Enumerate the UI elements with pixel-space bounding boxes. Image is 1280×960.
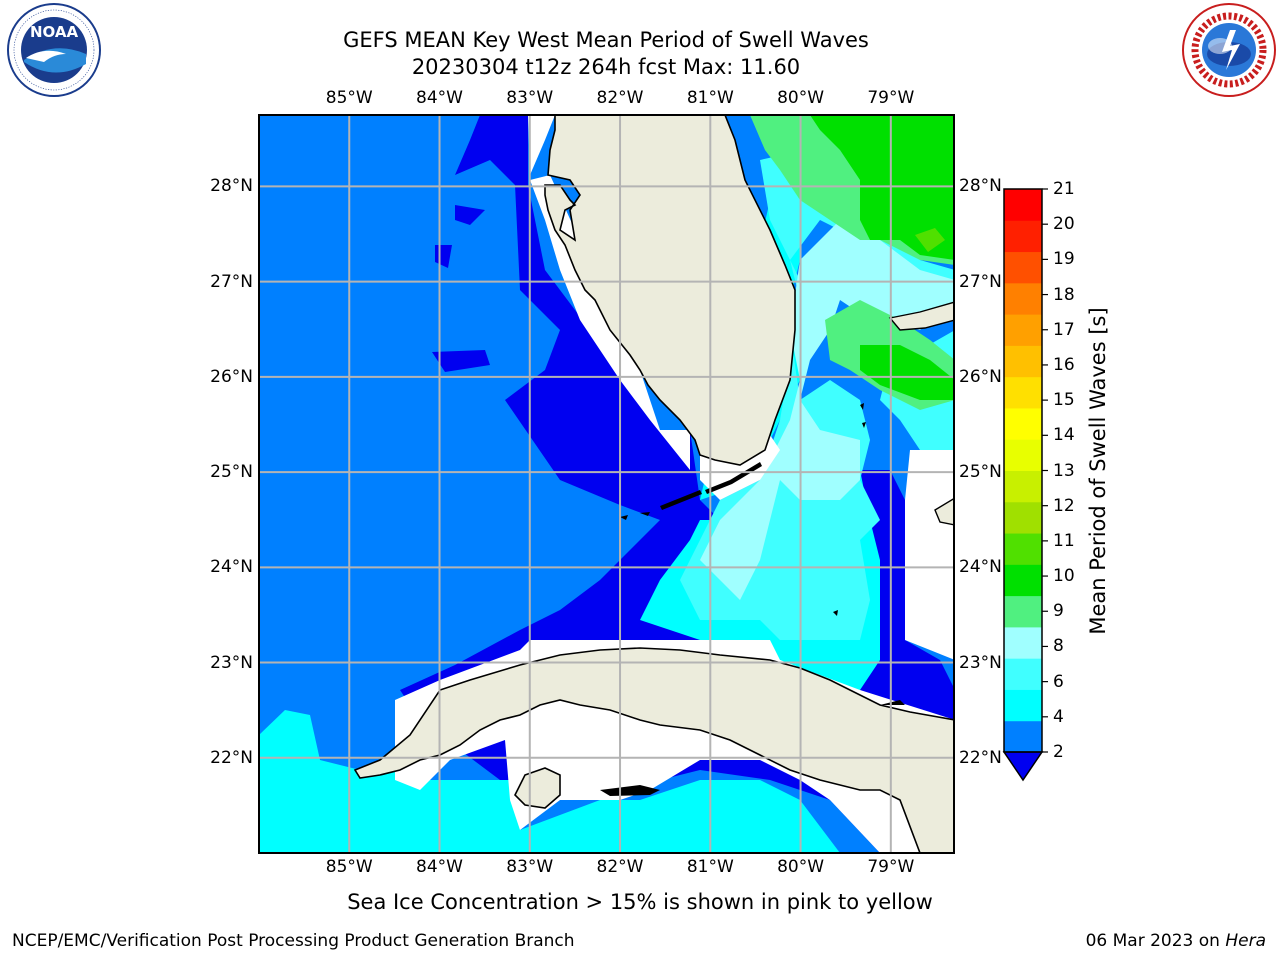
lon-tick-label: 85°W: [325, 857, 373, 877]
lat-tick-label: 24°N: [959, 557, 1002, 578]
chart-subtitle: 20230304 t12z 264h fcst Max: 11.60: [411, 55, 801, 79]
lat-tick-label: 22°N: [959, 747, 1002, 768]
lon-tick-label: 83°W: [506, 857, 554, 877]
colorbar-tick-label: 9: [1053, 601, 1064, 622]
svg-text:NOAA: NOAA: [30, 23, 79, 41]
footer-branch: NCEP/EMC/Verification Post Processing Pr…: [12, 931, 575, 951]
colorbar-segment: [1004, 533, 1042, 565]
colorbar-segment: [1004, 345, 1042, 378]
colorbar-tick-label: 2: [1053, 742, 1064, 762]
colorbar-segment: [1004, 501, 1042, 534]
colorbar: [1002, 188, 1048, 782]
colorbar-segment: [1004, 658, 1042, 690]
lon-tick-label: 80°W: [777, 88, 825, 108]
isla-juventud: [514, 767, 561, 809]
colorbar-tick-label: 17: [1053, 319, 1075, 340]
colorbar-segment: [1004, 220, 1042, 253]
lat-tick-label: 25°N: [210, 462, 253, 483]
sea-ice-note: Sea Ice Concentration > 15% is shown in …: [347, 890, 933, 914]
lon-tick-label: 84°W: [416, 88, 463, 108]
colorbar-tick-label: 4: [1053, 706, 1064, 727]
lat-tick-label: 23°N: [959, 652, 1002, 673]
nws-logo: [1182, 3, 1276, 97]
lat-tick-label: 24°N: [210, 557, 253, 578]
lat-tick-label: 25°N: [959, 462, 1002, 483]
colorbar-segment: [1004, 189, 1042, 221]
colorbar-tick-label: 15: [1053, 390, 1075, 411]
colorbar-segment: [1004, 595, 1042, 628]
lat-tick-label: 26°N: [959, 366, 1002, 387]
lon-tick-label: 81°W: [686, 88, 734, 108]
colorbar-segment: [1004, 626, 1042, 659]
lat-tick-label: 26°N: [210, 366, 253, 387]
lon-tick-label: 81°W: [686, 857, 734, 877]
colorbar-tick-label: 10: [1053, 566, 1075, 587]
colorbar-segment: [1004, 564, 1042, 597]
lon-tick-label: 84°W: [416, 857, 463, 877]
lat-tick-label: 28°N: [210, 176, 253, 197]
colorbar-tick-label: 8: [1053, 636, 1064, 657]
map-field: [259, 115, 954, 853]
map-frame: [258, 114, 955, 854]
colorbar-label: Mean Period of Swell Waves [s]: [1086, 307, 1110, 635]
colorbar-segment: [1004, 439, 1042, 471]
lon-tick-label: 83°W: [506, 88, 554, 108]
colorbar-tick-label: 6: [1053, 671, 1064, 692]
colorbar-tick-label: 19: [1053, 249, 1075, 270]
colorbar-tick-label: 21: [1053, 179, 1075, 199]
map-gridlines: [259, 115, 954, 853]
colorbar-segment: [1004, 251, 1042, 284]
lon-tick-label: 82°W: [596, 857, 644, 877]
lon-tick-label: 80°W: [777, 857, 825, 877]
colorbar-segment: [1004, 282, 1042, 315]
noaa-logo: NOAA: [7, 3, 101, 97]
lat-tick-label: 22°N: [210, 747, 253, 768]
lat-tick-label: 27°N: [959, 271, 1002, 292]
bahamas-land: [888, 301, 954, 331]
footer-date: 06 Mar 2023 on Hera: [1086, 931, 1266, 951]
colorbar-segment: [1004, 720, 1042, 753]
colorbar-tick-label: 18: [1053, 284, 1075, 305]
colorbar-tick-label: 20: [1053, 214, 1075, 235]
colorbar-tick-label: 14: [1053, 425, 1075, 446]
colorbar-segment: [1004, 407, 1042, 440]
colorbar-segment: [1004, 470, 1042, 503]
chart-title: GEFS MEAN Key West Mean Period of Swell …: [343, 28, 869, 52]
lat-tick-label: 23°N: [210, 652, 253, 673]
lon-tick-label: 79°W: [867, 857, 915, 877]
lat-tick-label: 28°N: [959, 176, 1002, 197]
colorbar-segment: [1004, 314, 1042, 346]
colorbar-tick-label: 11: [1053, 530, 1075, 551]
lon-tick-label: 82°W: [596, 88, 644, 108]
colorbar-tick-label: 16: [1053, 354, 1075, 375]
swell-10-11-region: [810, 115, 954, 260]
cuba-land: [353, 647, 954, 853]
footer-date-text: 06 Mar 2023 on: [1085, 931, 1226, 951]
lat-tick-label: 27°N: [210, 271, 253, 292]
colorbar-segment: [1004, 689, 1042, 722]
colorbar-tick-label: 12: [1053, 495, 1075, 516]
colorbar-tick-label: 13: [1053, 460, 1075, 481]
colorbar-segment: [1004, 376, 1042, 409]
lon-tick-label: 85°W: [325, 88, 373, 108]
lon-tick-label: 79°W: [867, 88, 915, 108]
footer-host: Hera: [1225, 931, 1266, 951]
